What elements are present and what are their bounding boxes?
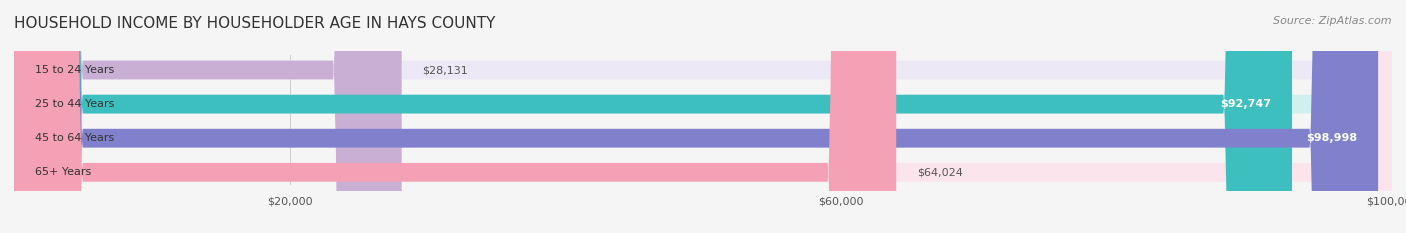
Text: 15 to 24 Years: 15 to 24 Years <box>35 65 114 75</box>
Text: 65+ Years: 65+ Years <box>35 167 91 177</box>
Text: HOUSEHOLD INCOME BY HOUSEHOLDER AGE IN HAYS COUNTY: HOUSEHOLD INCOME BY HOUSEHOLDER AGE IN H… <box>14 16 495 31</box>
Text: $28,131: $28,131 <box>422 65 468 75</box>
FancyBboxPatch shape <box>14 0 1378 233</box>
FancyBboxPatch shape <box>14 0 1392 233</box>
FancyBboxPatch shape <box>14 0 1392 233</box>
Text: 45 to 64 Years: 45 to 64 Years <box>35 133 114 143</box>
FancyBboxPatch shape <box>14 0 1392 233</box>
Text: Source: ZipAtlas.com: Source: ZipAtlas.com <box>1274 16 1392 26</box>
FancyBboxPatch shape <box>14 0 896 233</box>
Text: $92,747: $92,747 <box>1220 99 1271 109</box>
Text: $64,024: $64,024 <box>917 167 963 177</box>
Text: $98,998: $98,998 <box>1306 133 1357 143</box>
Text: 25 to 44 Years: 25 to 44 Years <box>35 99 114 109</box>
FancyBboxPatch shape <box>14 0 1292 233</box>
FancyBboxPatch shape <box>14 0 402 233</box>
FancyBboxPatch shape <box>14 0 1392 233</box>
